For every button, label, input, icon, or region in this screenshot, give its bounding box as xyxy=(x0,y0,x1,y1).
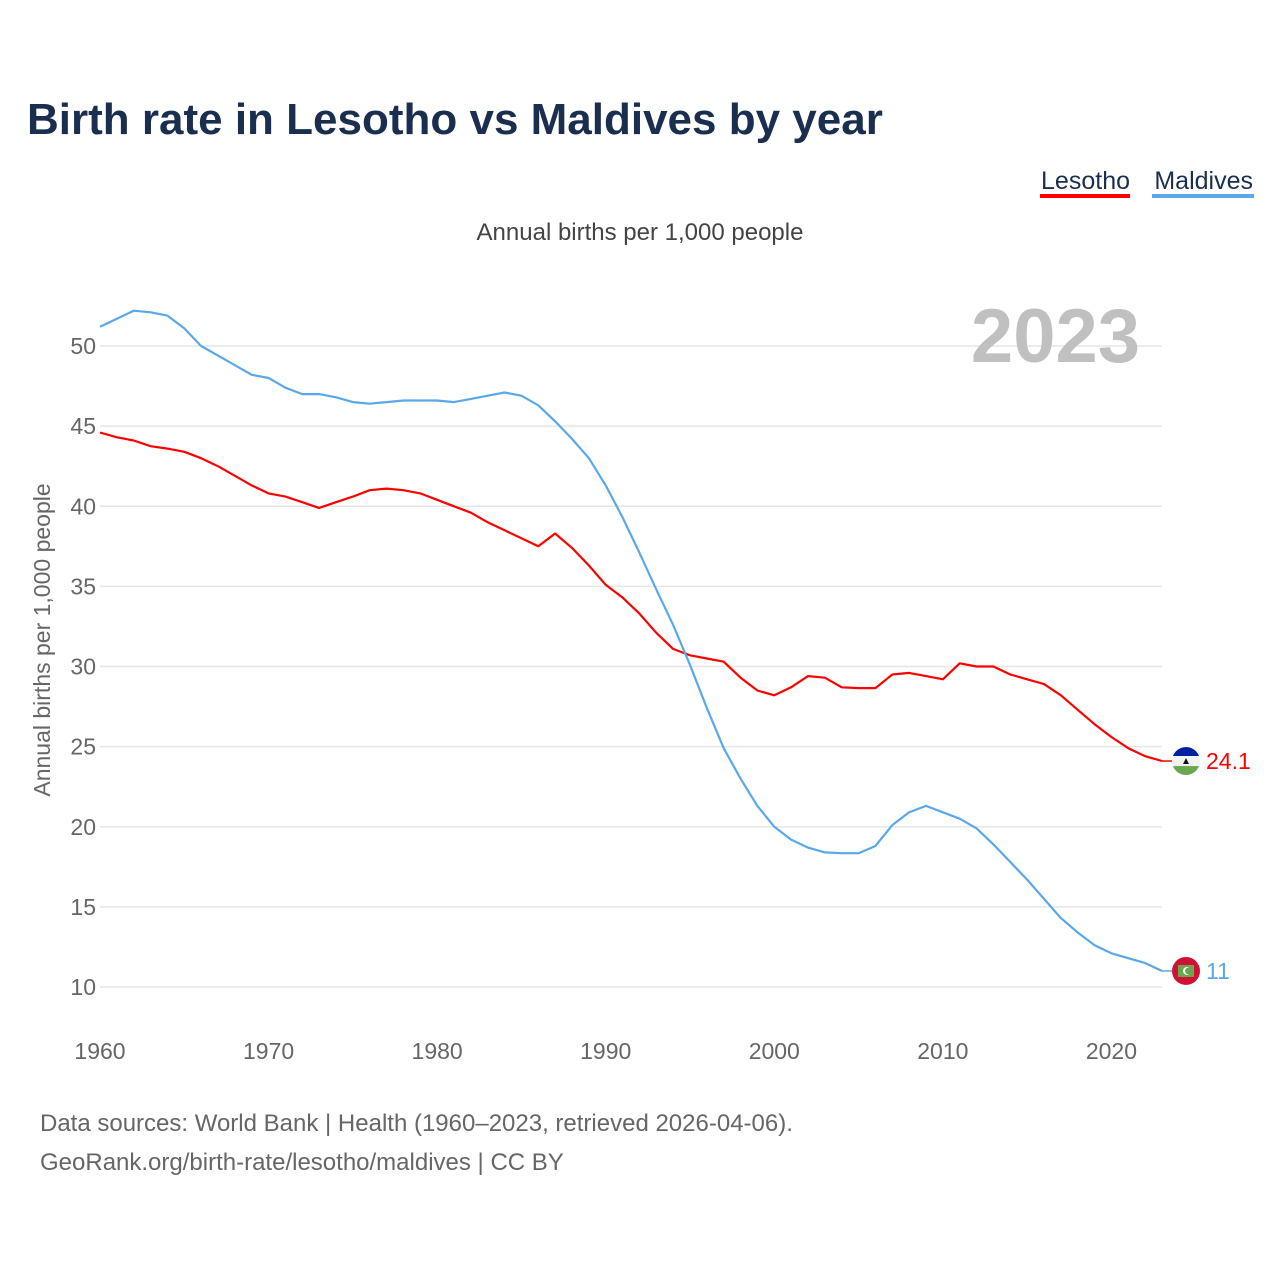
y-axis-label: Annual births per 1,000 people xyxy=(29,483,55,796)
y-tick-40: 40 xyxy=(70,493,96,519)
y-tick-30: 30 xyxy=(70,654,96,680)
lesotho-flag-icon xyxy=(1172,747,1200,776)
x-tick-2010: 2010 xyxy=(917,1038,968,1064)
chart-title: Birth rate in Lesotho vs Maldives by yea… xyxy=(27,95,883,144)
legend-label-maldives[interactable]: Maldives xyxy=(1154,167,1253,195)
legend: Lesotho Maldives xyxy=(1040,167,1254,198)
y-tick-10: 10 xyxy=(70,974,96,1000)
y-tick-50: 50 xyxy=(70,333,96,359)
legend-item-lesotho[interactable]: Lesotho xyxy=(1040,167,1130,198)
lesotho-end-value: 24.1 xyxy=(1206,748,1251,774)
footer-sources: Data sources: World Bank | Health (1960–… xyxy=(40,1110,793,1137)
line-lesotho xyxy=(99,431,1163,763)
y-tick-35: 35 xyxy=(70,573,96,599)
x-tick-1970: 1970 xyxy=(243,1038,294,1064)
legend-label-lesotho[interactable]: Lesotho xyxy=(1041,167,1130,195)
y-tick-25: 25 xyxy=(70,734,96,760)
x-tick-1960: 1960 xyxy=(74,1038,125,1064)
y-tick-labels: 10 15 20 25 30 35 40 45 50 xyxy=(70,333,96,1000)
y-tick-45: 45 xyxy=(70,413,96,439)
x-tick-2000: 2000 xyxy=(749,1038,800,1064)
x-tick-1990: 1990 xyxy=(580,1038,631,1064)
maldives-end-value: 11 xyxy=(1206,958,1230,984)
line-maldives xyxy=(99,309,1163,972)
footer-link[interactable]: GeoRank.org/birth-rate/lesotho/maldives … xyxy=(40,1149,564,1176)
x-tick-1980: 1980 xyxy=(412,1038,463,1064)
chart-subtitle: Annual births per 1,000 people xyxy=(477,219,804,246)
legend-item-maldives[interactable]: Maldives xyxy=(1152,167,1254,198)
legend-swatch-lesotho xyxy=(1040,194,1130,198)
x-tick-labels: 1960 1970 1980 1990 2000 2010 2020 xyxy=(74,1038,1137,1064)
x-tick-2020: 2020 xyxy=(1086,1038,1137,1064)
gridlines xyxy=(100,345,1162,988)
y-tick-20: 20 xyxy=(70,814,96,840)
legend-swatch-maldives xyxy=(1152,194,1254,198)
series-lines xyxy=(99,309,1174,972)
y-tick-15: 15 xyxy=(70,894,96,920)
current-year-watermark: 2023 xyxy=(971,294,1140,379)
maldives-flag-icon xyxy=(1172,956,1200,985)
